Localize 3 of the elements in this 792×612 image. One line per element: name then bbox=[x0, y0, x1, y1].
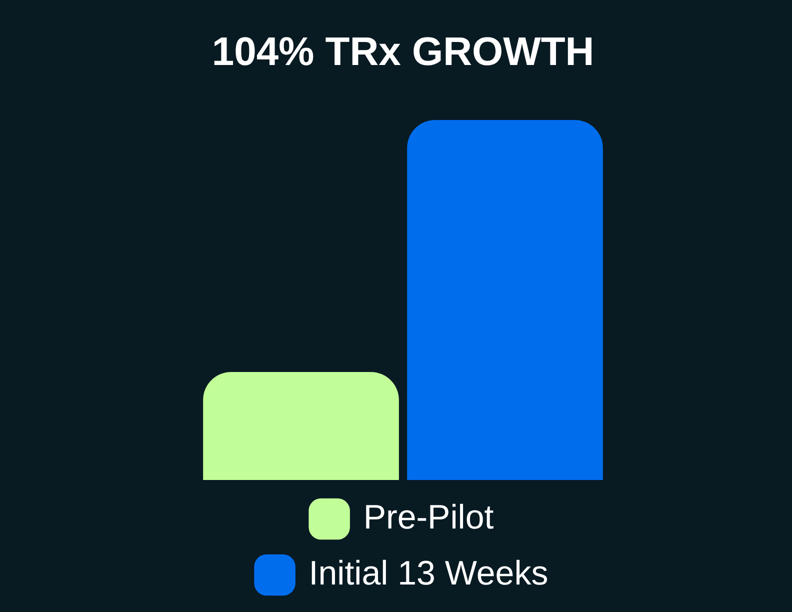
legend-label: Initial 13 Weeks bbox=[308, 554, 548, 592]
chart-title: 104% TRx GROWTH bbox=[212, 30, 594, 74]
legend-label: Pre-Pilot bbox=[363, 498, 494, 536]
